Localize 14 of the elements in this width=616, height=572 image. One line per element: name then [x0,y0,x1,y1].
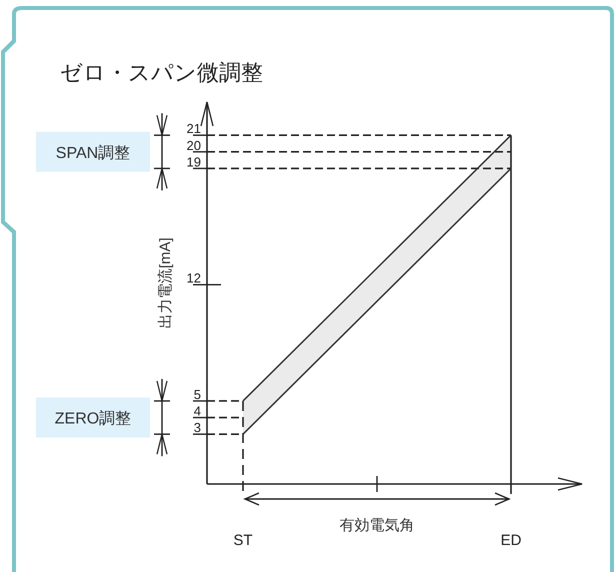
x-tick-label: ED [500,532,522,549]
y-tick-label: 3 [194,420,201,436]
y-axis-title: 出力電流[mA] [157,238,174,328]
y-tick-label: 4 [194,404,201,419]
x-axis-title: 有効電気角 [340,517,414,534]
y-tick-label: 20 [186,138,201,153]
y-tick-label: 5 [194,386,201,402]
x-tick-label: ST [233,532,253,549]
y-tick-label: 21 [186,121,201,136]
y-tick-label: 19 [186,154,201,170]
text: SPAN調整 [56,144,130,162]
y-tick-label: 12 [186,270,201,286]
chart-title: ゼロ・スパン微調整 [60,60,263,85]
text: ZERO調整 [54,410,132,428]
